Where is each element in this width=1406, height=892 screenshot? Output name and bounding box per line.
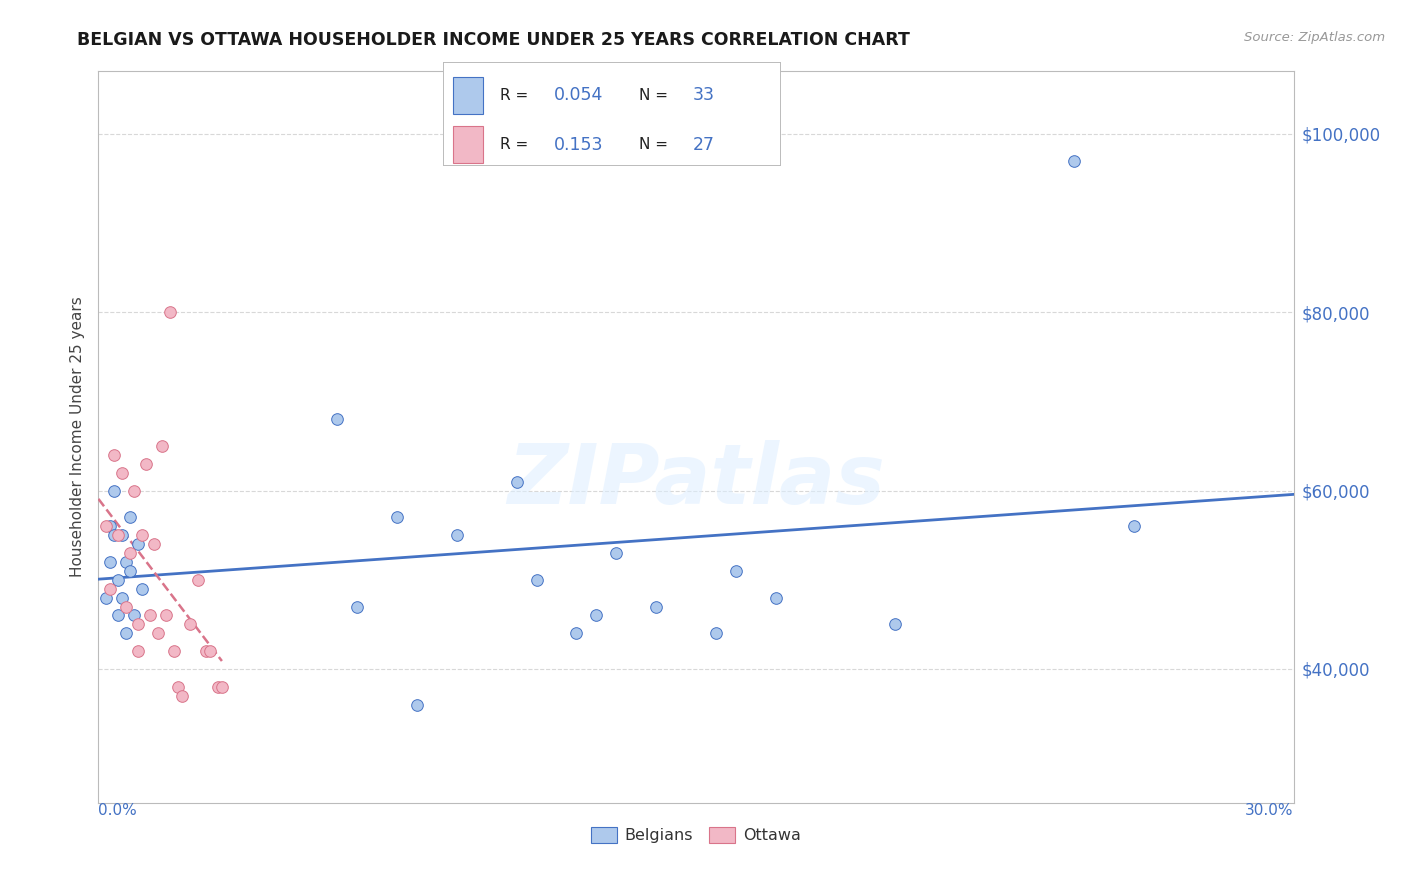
Point <box>406 698 429 712</box>
Text: 0.0%: 0.0% <box>98 803 138 818</box>
Point <box>124 483 146 498</box>
Point <box>446 528 468 542</box>
Point <box>565 626 588 640</box>
Point <box>103 448 125 462</box>
Text: Source: ZipAtlas.com: Source: ZipAtlas.com <box>1244 31 1385 45</box>
Point <box>385 510 409 524</box>
Point <box>326 412 349 426</box>
Point <box>1123 519 1146 533</box>
Legend: Belgians, Ottawa: Belgians, Ottawa <box>585 821 807 850</box>
Point <box>159 305 181 319</box>
Text: 30.0%: 30.0% <box>1246 803 1294 818</box>
Y-axis label: Householder Income Under 25 years: Householder Income Under 25 years <box>69 297 84 577</box>
Point <box>645 599 668 614</box>
Point <box>127 537 149 551</box>
Point <box>704 626 727 640</box>
Point <box>115 626 138 640</box>
Point <box>195 644 218 658</box>
Point <box>150 439 173 453</box>
Point <box>765 591 787 605</box>
Text: N =: N = <box>638 87 672 103</box>
Point <box>98 555 122 569</box>
Point <box>124 608 146 623</box>
Point <box>884 617 907 632</box>
Text: R =: R = <box>501 87 533 103</box>
Text: R =: R = <box>501 137 533 152</box>
Point <box>198 644 221 658</box>
Point <box>96 519 118 533</box>
Point <box>111 466 134 480</box>
Text: BELGIAN VS OTTAWA HOUSEHOLDER INCOME UNDER 25 YEARS CORRELATION CHART: BELGIAN VS OTTAWA HOUSEHOLDER INCOME UND… <box>77 31 910 49</box>
Point <box>120 564 142 578</box>
Point <box>346 599 368 614</box>
Text: 33: 33 <box>693 87 714 104</box>
Point <box>526 573 548 587</box>
Text: 0.153: 0.153 <box>554 136 603 153</box>
Point <box>724 564 747 578</box>
Point <box>111 591 134 605</box>
Text: 27: 27 <box>693 136 714 153</box>
Point <box>143 537 166 551</box>
Point <box>107 528 129 542</box>
Point <box>131 582 153 596</box>
Point <box>103 483 125 498</box>
Point <box>115 599 138 614</box>
Point <box>98 582 122 596</box>
Point <box>167 680 190 694</box>
Point <box>111 528 134 542</box>
Point <box>120 510 142 524</box>
Point <box>506 475 529 489</box>
FancyBboxPatch shape <box>453 77 484 114</box>
Point <box>135 457 157 471</box>
Point <box>115 555 138 569</box>
Point <box>139 608 162 623</box>
Point <box>155 608 177 623</box>
Point <box>131 528 153 542</box>
Point <box>96 591 118 605</box>
Point <box>127 617 149 632</box>
Text: N =: N = <box>638 137 672 152</box>
Text: ZIPatlas: ZIPatlas <box>508 441 884 522</box>
Point <box>148 626 170 640</box>
Point <box>103 528 125 542</box>
Point <box>98 519 122 533</box>
Point <box>163 644 186 658</box>
Text: 0.054: 0.054 <box>554 87 603 104</box>
Point <box>127 644 149 658</box>
Point <box>605 546 627 560</box>
Point <box>187 573 209 587</box>
Point <box>179 617 201 632</box>
Point <box>107 608 129 623</box>
FancyBboxPatch shape <box>453 126 484 163</box>
Point <box>585 608 607 623</box>
Point <box>1063 153 1085 168</box>
Point <box>211 680 233 694</box>
Point <box>172 689 194 703</box>
Point <box>207 680 229 694</box>
Point <box>120 546 142 560</box>
Point <box>107 573 129 587</box>
